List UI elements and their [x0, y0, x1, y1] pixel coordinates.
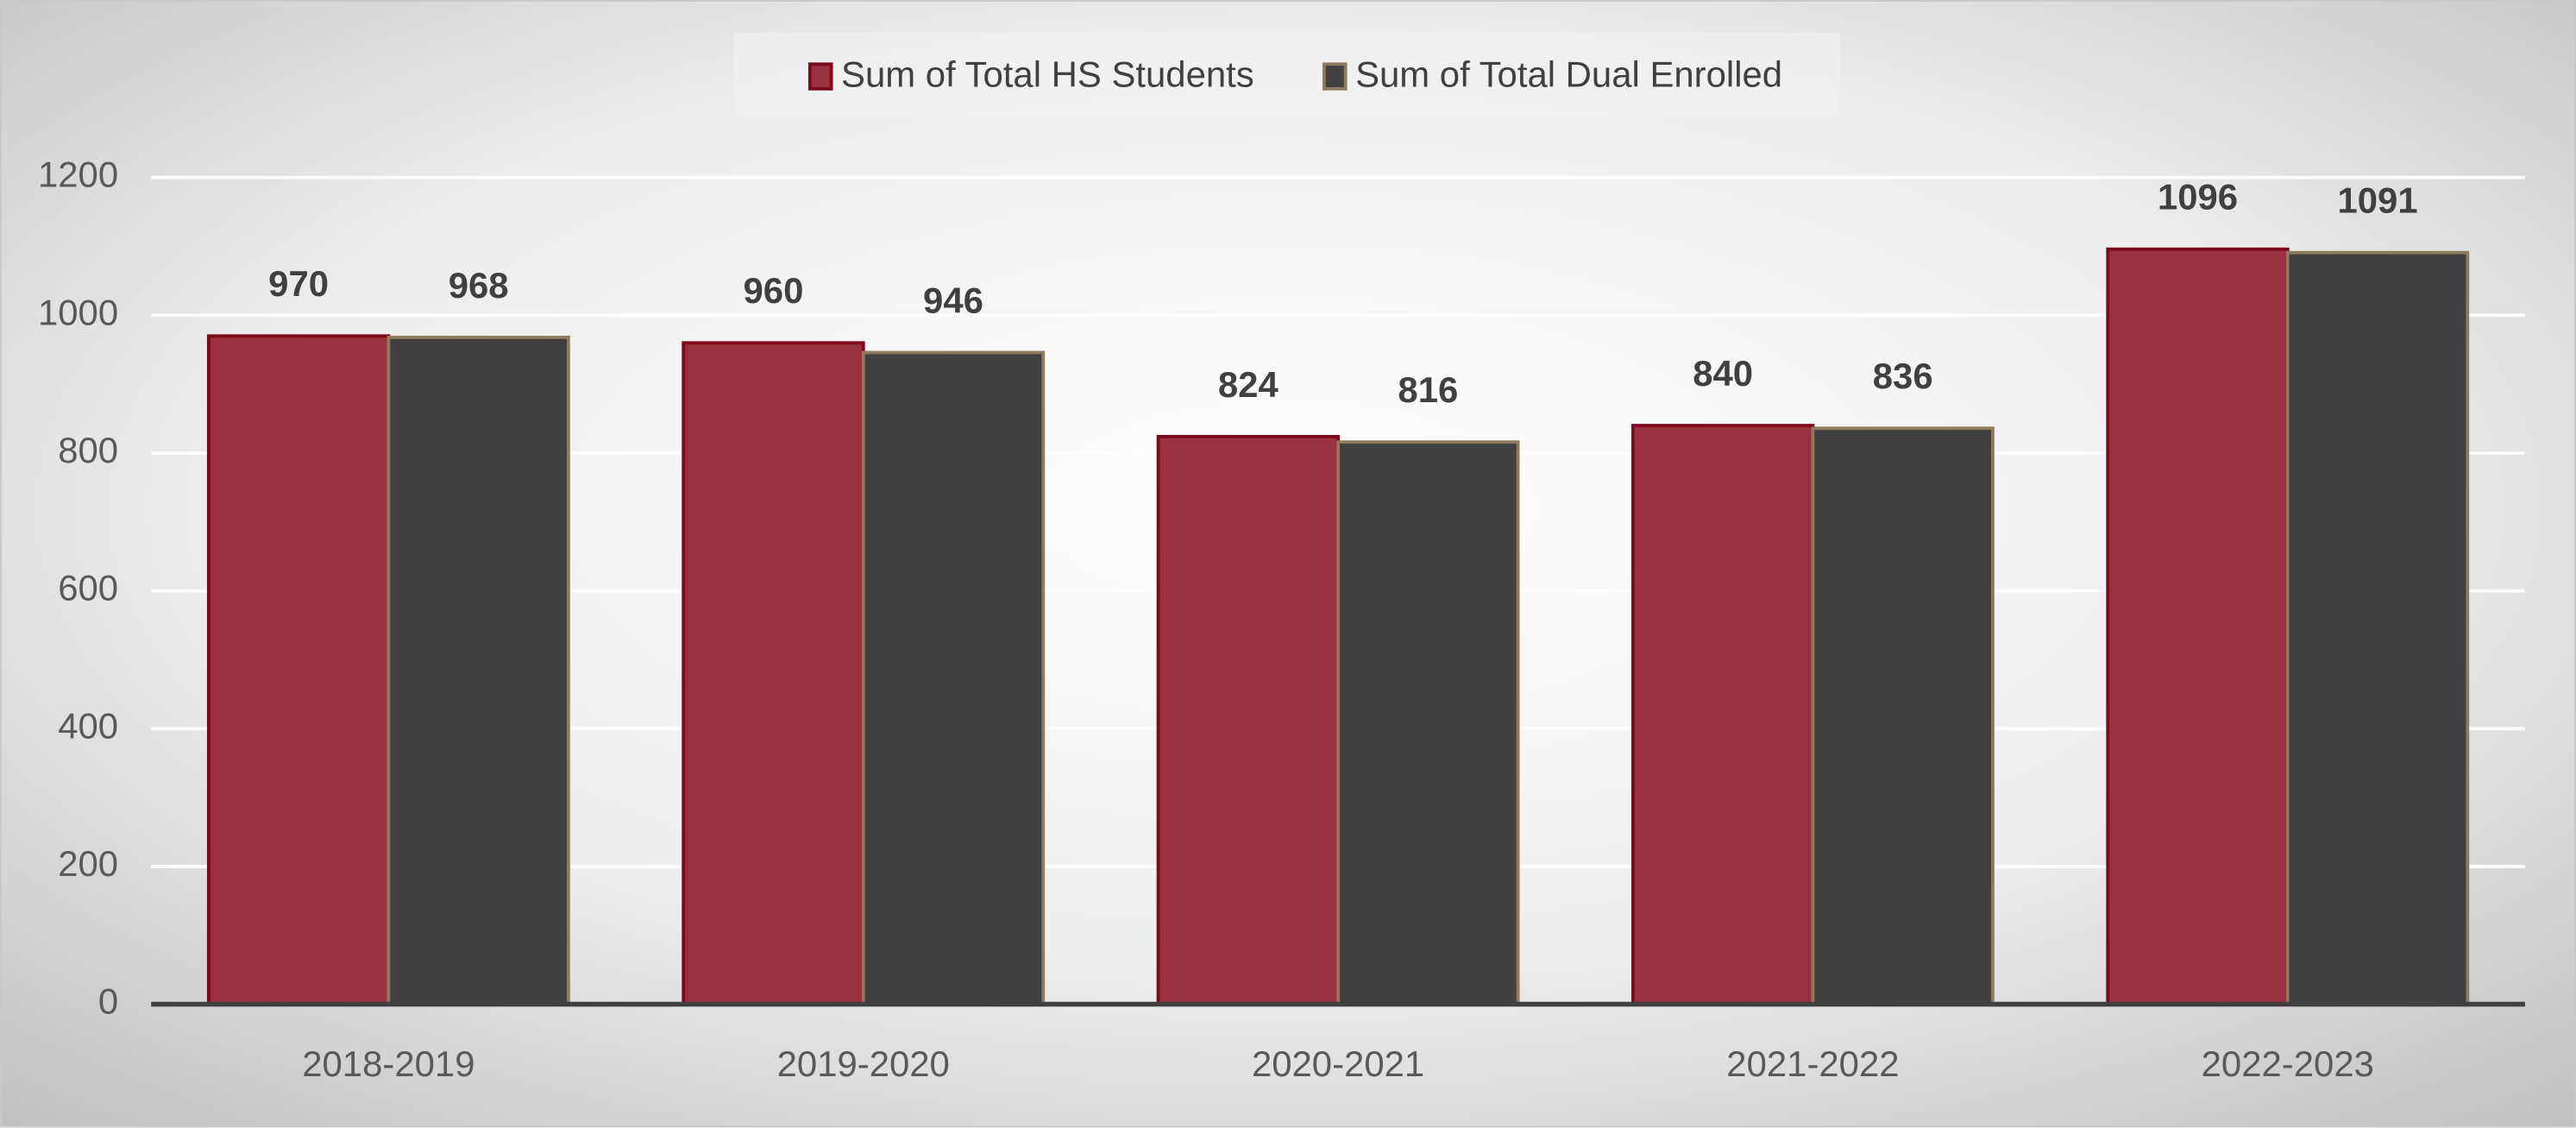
y-tick-label: 1200	[38, 154, 118, 195]
legend-label: Sum of Total HS Students	[841, 54, 1254, 95]
y-tick-label: 1000	[38, 292, 118, 332]
legend-label: Sum of Total Dual Enrolled	[1355, 54, 1782, 95]
bar	[206, 334, 391, 1006]
bar	[1336, 440, 1520, 1006]
bar	[1631, 424, 1815, 1006]
data-label: 970	[268, 263, 329, 304]
bar	[386, 335, 570, 1006]
data-label: 1096	[2158, 177, 2238, 217]
plot-area: 0 200 400 600 800 1000 1200 970 968 2018-2019 960 9…	[38, 54, 2525, 1084]
legend-marker	[807, 62, 833, 91]
data-label: 840	[1693, 353, 1753, 394]
y-tick-label: 800	[58, 430, 118, 470]
data-label: 960	[744, 270, 804, 311]
x-tick-label: 2020-2021	[1252, 1043, 1424, 1084]
y-tick-label: 400	[58, 705, 118, 746]
data-label: 968	[449, 265, 509, 306]
y-tick-label: 200	[58, 843, 118, 884]
data-label: 824	[1218, 364, 1279, 405]
data-label: 816	[1398, 369, 1458, 410]
legend-box	[734, 33, 1840, 119]
data-label: 946	[923, 280, 983, 320]
legend-marker	[1322, 62, 1348, 91]
x-tick-label: 2018-2019	[302, 1043, 474, 1084]
x-tick-label: 2022-2023	[2202, 1043, 2374, 1084]
bar	[1811, 426, 1995, 1006]
x-tick-label: 2021-2022	[1726, 1043, 1899, 1084]
x-tick-label: 2019-2020	[777, 1043, 950, 1084]
data-label: 1091	[2337, 180, 2417, 221]
bar	[2106, 247, 2290, 1006]
bar	[1156, 434, 1340, 1006]
y-tick-label: 600	[58, 568, 118, 608]
y-tick-label: 0	[98, 981, 118, 1022]
data-label: 836	[1873, 356, 1933, 396]
bar	[682, 341, 865, 1006]
bar	[2285, 250, 2470, 1006]
bar	[861, 350, 1046, 1006]
